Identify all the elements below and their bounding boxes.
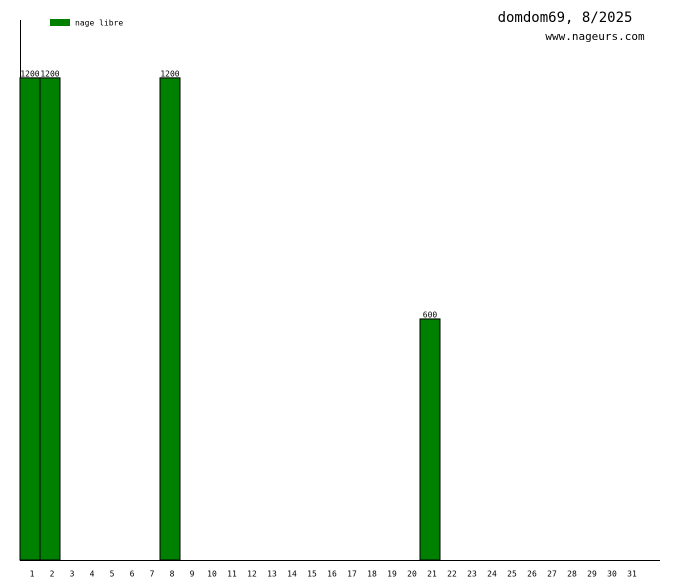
x-tick-label: 6 — [130, 570, 135, 579]
x-tick-label: 22 — [447, 570, 457, 579]
x-tick-label: 2 — [50, 570, 55, 579]
x-tick-label: 17 — [347, 570, 357, 579]
bar — [39, 77, 61, 561]
x-tick-label: 1 — [30, 570, 35, 579]
x-tick-label: 8 — [170, 570, 175, 579]
x-tick-label: 10 — [207, 570, 217, 579]
x-tick-label: 27 — [547, 570, 557, 579]
value-label: 1200 — [20, 69, 39, 78]
x-tick-label: 29 — [587, 570, 597, 579]
bar — [159, 77, 181, 561]
value-label: 600 — [423, 310, 438, 319]
chart-subtitle: www.nageurs.com — [545, 30, 645, 43]
x-tick-label: 11 — [227, 570, 237, 579]
bar — [19, 77, 41, 561]
x-tick-label: 14 — [287, 570, 297, 579]
x-tick-label: 4 — [90, 570, 95, 579]
x-tick-label: 9 — [190, 570, 195, 579]
x-tick-label: 24 — [487, 570, 497, 579]
x-tick-label: 3 — [70, 570, 75, 579]
x-tick-label: 12 — [247, 570, 257, 579]
legend-label: nage libre — [75, 19, 123, 28]
x-tick-label: 26 — [527, 570, 537, 579]
x-tick-label: 7 — [150, 570, 155, 579]
x-tick-label: 28 — [567, 570, 577, 579]
bar — [419, 318, 441, 561]
x-tick-label: 13 — [267, 570, 277, 579]
value-label: 1200 — [40, 69, 59, 78]
value-label: 1200 — [160, 69, 179, 78]
x-tick-label: 20 — [407, 570, 417, 579]
x-tick-label: 19 — [387, 570, 397, 579]
x-tick-label: 30 — [607, 570, 617, 579]
x-tick-label: 21 — [427, 570, 437, 579]
x-tick-label: 5 — [110, 570, 115, 579]
x-tick-label: 25 — [507, 570, 517, 579]
x-tick-label: 18 — [367, 570, 377, 579]
x-tick-label: 31 — [627, 570, 637, 579]
chart-title: domdom69, 8/2025 — [498, 10, 633, 26]
x-tick-label: 15 — [307, 570, 317, 579]
legend-swatch — [50, 19, 70, 26]
x-tick-label: 16 — [327, 570, 337, 579]
x-tick-label: 23 — [467, 570, 477, 579]
